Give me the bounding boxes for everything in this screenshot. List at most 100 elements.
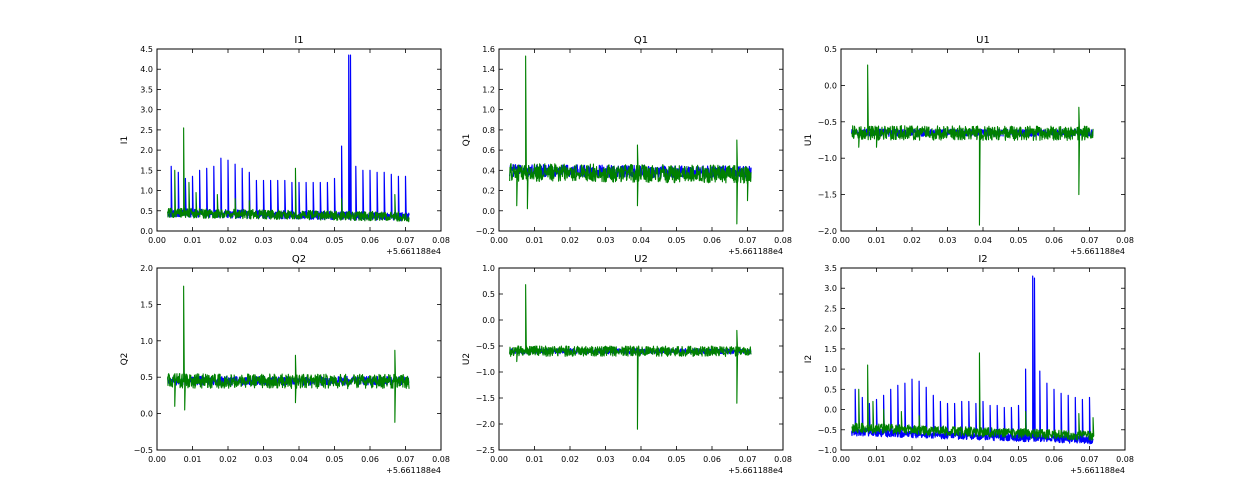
- x-tick-label: 0.00: [148, 455, 166, 464]
- series-line-2: [509, 55, 752, 225]
- y-tick-label: −1.5: [818, 191, 837, 200]
- x-tick-label: 0.08: [432, 455, 450, 464]
- subplot-title: U2: [634, 254, 648, 265]
- x-tick-label: 0.05: [326, 236, 344, 245]
- x-tick-label: 0.04: [974, 455, 992, 464]
- x-offset-label: +5.661188e4: [728, 466, 783, 475]
- y-tick-label: −0.2: [476, 227, 495, 236]
- y-tick-label: −0.5: [818, 118, 837, 127]
- y-tick-label: 2.5: [140, 126, 153, 135]
- y-tick-label: −0.5: [476, 342, 495, 351]
- y-tick-label: 2.0: [140, 264, 153, 273]
- y-tick-label: 0.0: [824, 406, 837, 415]
- y-tick-label: 0.0: [482, 207, 495, 216]
- x-tick-label: 0.04: [632, 236, 650, 245]
- subplot-title: I1: [294, 35, 303, 46]
- y-tick-label: 1.0: [824, 365, 837, 374]
- subplot-i1: 0.00 0.01 0.02 0.03 0.04 0.05 0.06 0.07 0.08 0.0 0…: [120, 35, 450, 256]
- x-tick-label: 0.04: [290, 236, 308, 245]
- y-axis-label: U2: [462, 353, 472, 365]
- plot-area: [851, 275, 1095, 445]
- x-tick-label: 0.01: [526, 455, 544, 464]
- x-tick-label: 0.06: [361, 236, 379, 245]
- y-tick-label: 0.2: [482, 187, 495, 196]
- subplot-q2: 0.00 0.01 0.02 0.03 0.04 0.05 0.06 0.07 0.08 −0.5…: [120, 254, 450, 475]
- x-tick-label: 0.08: [1116, 455, 1134, 464]
- plot-area: [167, 54, 410, 223]
- x-tick-label: 0.04: [974, 236, 992, 245]
- series-line-1: [851, 275, 1094, 445]
- subplot-i2: 0.00 0.01 0.02 0.03 0.04 0.05 0.06 0.07 0.08 −1.0…: [804, 254, 1134, 475]
- x-tick-label: 0.06: [1045, 236, 1063, 245]
- y-axis-label: I1: [120, 136, 130, 144]
- x-tick-label: 0.07: [1081, 455, 1099, 464]
- y-tick-label: 0.5: [824, 385, 837, 394]
- y-tick-label: 3.5: [824, 264, 837, 273]
- y-tick-label: −1.0: [476, 368, 495, 377]
- x-tick-label: 0.05: [326, 455, 344, 464]
- subplot-title: Q2: [292, 254, 306, 265]
- y-tick-label: 0.0: [824, 81, 837, 90]
- x-tick-label: 0.00: [148, 236, 166, 245]
- x-tick-label: 0.03: [255, 236, 273, 245]
- x-tick-label: 0.04: [632, 455, 650, 464]
- x-tick-label: 0.03: [597, 455, 615, 464]
- x-tick-label: 0.07: [397, 455, 415, 464]
- y-tick-label: 2.0: [140, 146, 153, 155]
- y-tick-label: 3.0: [140, 106, 153, 115]
- series-line-2: [509, 284, 752, 430]
- axes-frame: [498, 48, 784, 232]
- y-tick-label: 1.5: [824, 345, 837, 354]
- x-tick-label: 0.01: [868, 455, 886, 464]
- x-tick-label: 0.01: [526, 236, 544, 245]
- x-tick-label: 0.00: [490, 236, 508, 245]
- y-tick-label: 0.5: [824, 45, 837, 54]
- y-tick-label: 0.5: [140, 207, 153, 216]
- subplot-u1: 0.00 0.01 0.02 0.03 0.04 0.05 0.06 0.07 0.08 −2.0…: [804, 35, 1134, 256]
- x-offset-label: +5.661188e4: [1070, 247, 1125, 256]
- y-axis-label: Q1: [462, 134, 472, 147]
- x-tick-label: 0.07: [739, 236, 757, 245]
- y-tick-label: −0.5: [818, 426, 837, 435]
- x-tick-label: 0.02: [903, 455, 921, 464]
- series-line-2: [851, 64, 1094, 226]
- x-tick-label: 0.03: [597, 236, 615, 245]
- subplot-title: Q1: [634, 35, 648, 46]
- y-tick-label: 1.0: [482, 264, 495, 273]
- x-tick-label: 0.05: [668, 455, 686, 464]
- y-tick-label: −1.0: [818, 154, 837, 163]
- x-tick-label: 0.08: [432, 236, 450, 245]
- x-tick-label: 0.05: [668, 236, 686, 245]
- x-tick-label: 0.05: [1010, 236, 1028, 245]
- x-offset-label: +5.661188e4: [386, 247, 441, 256]
- plot-area: [851, 64, 1094, 226]
- y-tick-label: 0.5: [140, 373, 153, 382]
- y-tick-label: 1.4: [482, 65, 495, 74]
- y-tick-label: 0.0: [482, 316, 495, 325]
- x-offset-label: +5.661188e4: [386, 466, 441, 475]
- y-tick-label: 2.5: [824, 304, 837, 313]
- y-tick-label: 0.8: [482, 126, 495, 135]
- y-tick-label: 1.0: [482, 106, 495, 115]
- x-tick-label: 0.00: [832, 455, 850, 464]
- y-tick-label: −2.0: [476, 420, 495, 429]
- x-tick-label: 0.01: [868, 236, 886, 245]
- x-tick-label: 0.03: [939, 236, 957, 245]
- y-axis-label: Q2: [120, 353, 130, 366]
- x-tick-label: 0.08: [1116, 236, 1134, 245]
- y-tick-label: −1.5: [476, 394, 495, 403]
- x-tick-label: 0.06: [703, 455, 721, 464]
- x-tick-label: 0.02: [561, 236, 579, 245]
- y-tick-label: 0.0: [140, 227, 153, 236]
- y-tick-label: −2.5: [476, 446, 495, 455]
- x-tick-label: 0.08: [774, 455, 792, 464]
- y-tick-label: −1.0: [818, 446, 837, 455]
- series-line-1: [167, 54, 410, 222]
- x-tick-label: 0.00: [832, 236, 850, 245]
- x-tick-label: 0.02: [219, 236, 237, 245]
- subplot-q1: 0.00 0.01 0.02 0.03 0.04 0.05 0.06 0.07 0.08 −0.2…: [462, 35, 792, 256]
- series-line-2: [851, 352, 1095, 441]
- x-tick-label: 0.05: [1010, 455, 1028, 464]
- x-tick-label: 0.06: [703, 236, 721, 245]
